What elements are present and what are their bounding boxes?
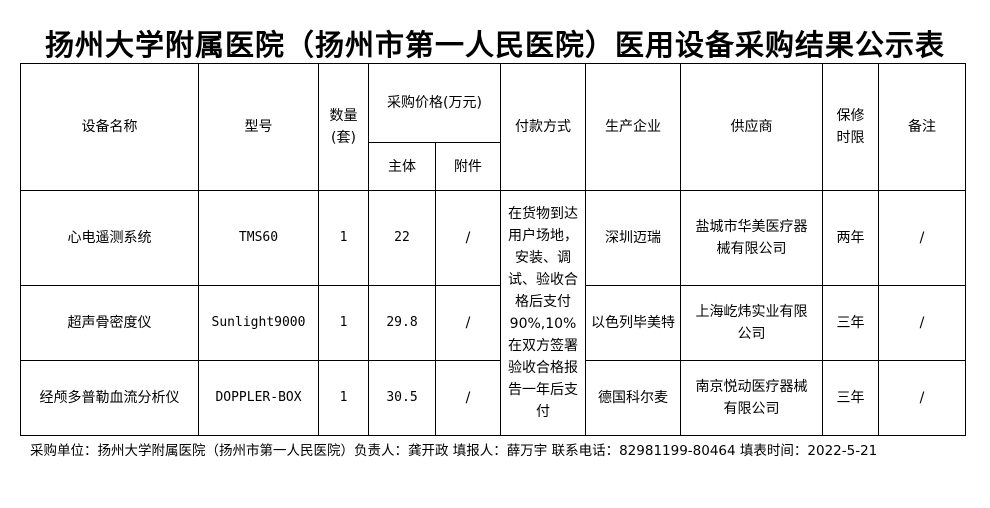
cell-manufacturer: 以色列毕美特 xyxy=(585,285,681,361)
cell-attach: / xyxy=(435,285,501,361)
cell-supplier: 盐城市华美医疗器械有限公司 xyxy=(680,190,823,286)
cell-main: 29.8 xyxy=(368,285,436,361)
header-supplier: 供应商 xyxy=(680,63,823,191)
cell-name: 超声骨密度仪 xyxy=(20,285,199,361)
table-row: 心电遥测系统 TMS60 1 22 / 在货物到达用户场地，安装、调试、验收合格… xyxy=(20,190,966,436)
table-row: 经颅多普勒血流分析仪 DOPPLER-BOX 1 30.5 / 德国科尔麦 南京… xyxy=(20,360,966,436)
cell-model: TMS60 xyxy=(198,190,319,286)
cell-qty: 1 xyxy=(318,190,369,286)
cell-qty: 1 xyxy=(318,360,369,436)
header-main: 主体 xyxy=(368,142,436,191)
cell-main: 22 xyxy=(368,190,436,286)
header-attach: 附件 xyxy=(435,142,501,191)
cell-warranty: 两年 xyxy=(822,190,879,286)
cell-note: / xyxy=(878,285,966,361)
cell-qty: 1 xyxy=(318,285,369,361)
cell-warranty: 三年 xyxy=(822,360,879,436)
cell-name: 经颅多普勒血流分析仪 xyxy=(20,360,199,436)
footer-info: 采购单位：扬州大学附属医院（扬州市第一人民医院）负责人：龚开政 填报人：薛万宇 … xyxy=(30,443,878,459)
page-title: 扬州大学附属医院（扬州市第一人民医院）医用设备采购结果公示表 xyxy=(44,28,945,62)
header-manufacturer: 生产企业 xyxy=(585,63,681,191)
cell-attach: / xyxy=(435,190,501,286)
cell-attach: / xyxy=(435,360,501,436)
cell-supplier: 南京悦动医疗器械有限公司 xyxy=(680,360,823,436)
cell-note: / xyxy=(878,190,966,286)
table-row: 超声骨密度仪 Sunlight9000 1 29.8 / 以色列毕美特 上海屹炜… xyxy=(20,285,966,361)
cell-warranty: 三年 xyxy=(822,285,879,361)
header-payment: 付款方式 xyxy=(500,63,586,191)
cell-manufacturer: 德国科尔麦 xyxy=(585,360,681,436)
procurement-table: 设备名称 型号 数量(套) 采购价格(万元) 付款方式 生产企业 供应商 保修时… xyxy=(20,63,966,436)
cell-name: 心电遥测系统 xyxy=(20,190,199,286)
header-model: 型号 xyxy=(198,63,319,191)
cell-note: / xyxy=(878,360,966,436)
header-price: 采购价格(万元) xyxy=(368,63,501,143)
header-qty: 数量(套) xyxy=(318,63,369,191)
cell-main: 30.5 xyxy=(368,360,436,436)
header-name: 设备名称 xyxy=(20,63,199,191)
cell-manufacturer: 深圳迈瑞 xyxy=(585,190,681,286)
cell-model: DOPPLER-BOX xyxy=(198,360,319,436)
cell-supplier: 上海屹炜实业有限公司 xyxy=(680,285,823,361)
cell-model: Sunlight9000 xyxy=(198,285,319,361)
header-warranty: 保修时限 xyxy=(822,63,879,191)
cell-payment: 在货物到达用户场地，安装、调试、验收合格后支付 90%,10%在双方签署验收合格… xyxy=(500,190,586,436)
header-note: 备注 xyxy=(878,63,966,191)
